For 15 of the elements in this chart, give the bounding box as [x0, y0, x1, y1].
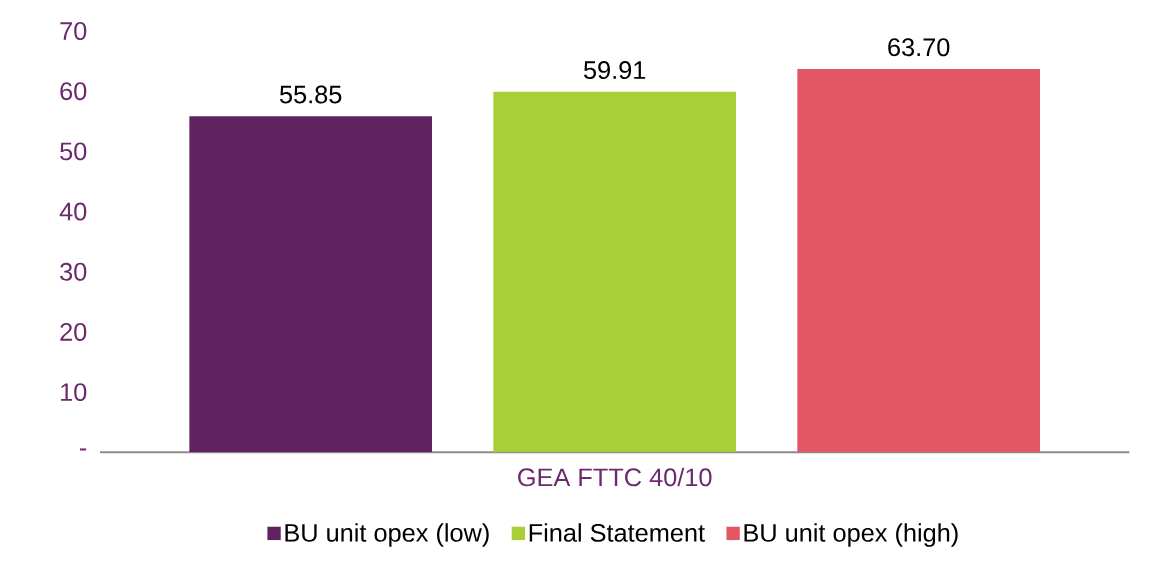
- y-tick-label: 20: [60, 322, 87, 341]
- x-tick-label: GEA FTTC 40/10: [518, 467, 712, 487]
- data-label: 59.91: [583, 61, 646, 80]
- y-tick-label: 50: [60, 142, 87, 161]
- y-tick-label: 30: [60, 262, 87, 281]
- y-tick-label: 10: [61, 383, 87, 402]
- y-tick-label: 70: [60, 22, 87, 40]
- y-tick-label: -: [80, 448, 87, 451]
- y-tick-label: 60: [60, 82, 87, 101]
- y-tick-label: 40: [59, 202, 87, 221]
- legend-label: Final Statement: [529, 523, 705, 542]
- data-label: 55.85: [279, 85, 342, 104]
- legend-label: BU unit opex (high): [744, 523, 958, 547]
- legend-label: BU unit opex (low): [285, 523, 489, 547]
- data-label: 63.70: [888, 38, 950, 57]
